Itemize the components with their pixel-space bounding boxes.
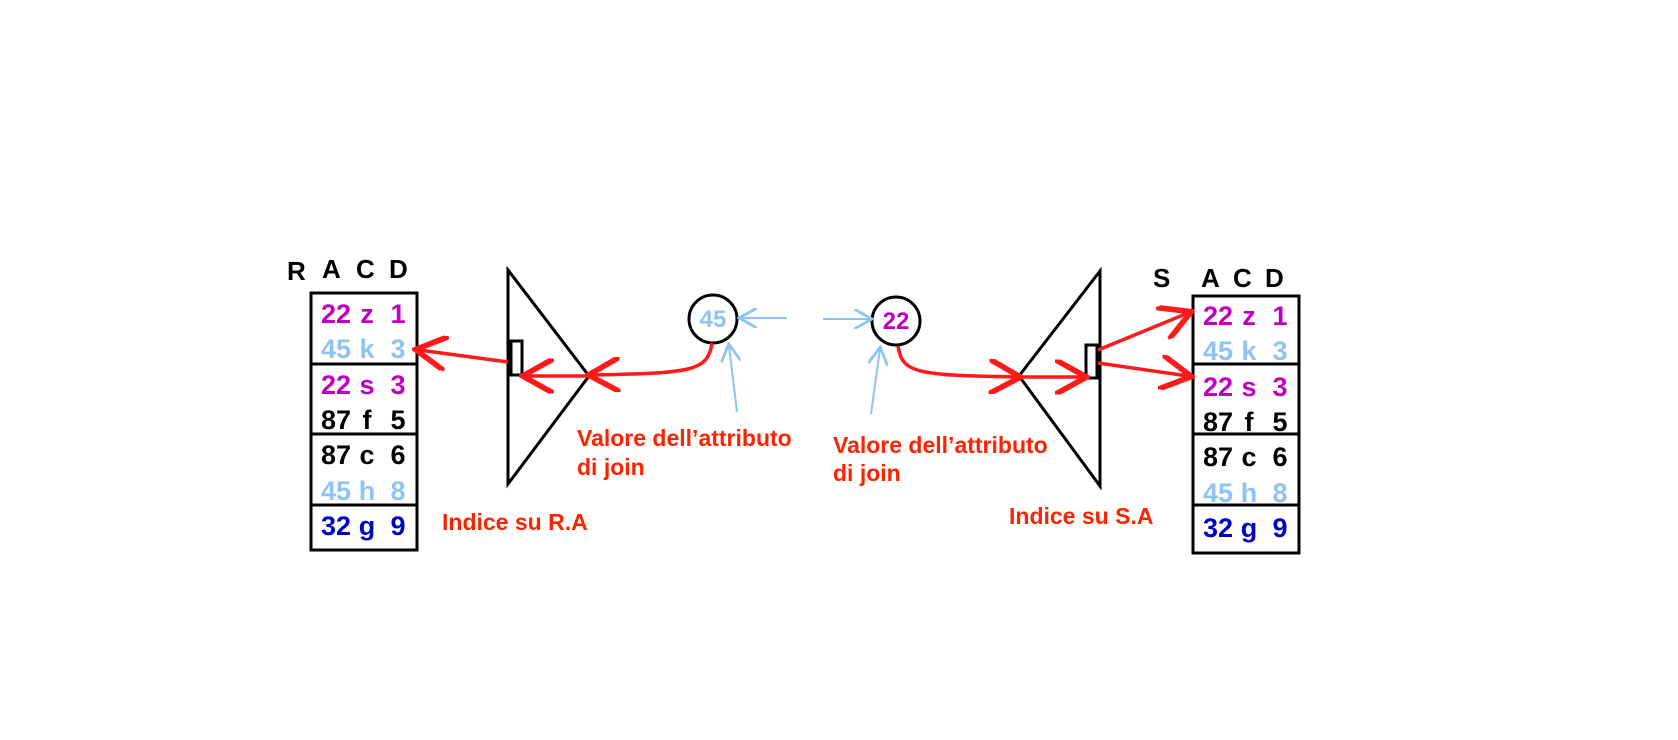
left-column-header: A [322, 254, 341, 284]
left-table-cell: 6 [390, 440, 406, 471]
left-table-cell: c [359, 440, 375, 471]
left-table-cell: 45 [320, 334, 352, 365]
left-table-cell: 87 [320, 440, 352, 471]
right-index-leaf [1084, 343, 1099, 380]
right-column-header: C [1233, 263, 1252, 293]
left-table-cell: s [359, 369, 375, 400]
right-table-cell: z [1242, 301, 1256, 331]
right-table-border [1191, 294, 1301, 555]
right-table-cell: 3 [1272, 371, 1288, 402]
left-table-cell: 22 [320, 299, 352, 329]
right-relation-name: S [1153, 263, 1171, 293]
left-table-cell: f [362, 404, 372, 435]
right-table-cell: 87 [1202, 442, 1234, 473]
left-table-cell: 22 [320, 369, 352, 400]
right-table-cell: 1 [1272, 301, 1288, 331]
right-table-cell: s [1241, 371, 1257, 402]
left-table-cell: k [359, 334, 375, 365]
left-table-cell: 5 [390, 404, 406, 435]
right-caption-line2: di join [833, 460, 901, 486]
left-join-value: 45 [699, 306, 727, 333]
right-column-header: D [1265, 263, 1284, 293]
right-index-triangle [1017, 266, 1102, 491]
left-table-cell: 45 [320, 475, 352, 506]
right-table-cell: h [1240, 477, 1258, 508]
left-tuple-pointer-arrow [419, 350, 509, 362]
right-table-cell: 6 [1272, 442, 1288, 473]
left-caption-blue-arrow [729, 346, 737, 413]
left-index-triangle [506, 265, 591, 489]
right-caption-blue-arrow [871, 349, 880, 415]
left-lookup-arrow [592, 342, 714, 375]
right-lookup-arrow [896, 345, 1017, 377]
left-table-cell: 8 [390, 475, 406, 506]
left-caption-line1: Valore dell’attributo [577, 425, 792, 451]
right-table-cell: 45 [1202, 336, 1234, 367]
left-table-cell: 3 [390, 369, 406, 400]
right-join-value: 22 [882, 308, 910, 335]
right-table-cell: 45 [1202, 477, 1234, 508]
right-table-cell: 87 [1202, 406, 1234, 437]
left-column-header: D [389, 254, 408, 284]
right-caption-line1: Valore dell’attributo [833, 432, 1048, 458]
right-table-frame [1191, 294, 1301, 555]
right-table-cell: 32 [1202, 512, 1234, 543]
right-table-cell: 9 [1272, 512, 1288, 543]
right-table-cell: 5 [1272, 406, 1288, 437]
right-table-cell: k [1241, 336, 1257, 367]
left-relation-name: R [287, 256, 306, 286]
right-table-cell: c [1241, 442, 1257, 473]
left-caption-line2: di join [577, 454, 645, 480]
right-table-cell: 22 [1202, 371, 1234, 402]
right-index-label: Indice su S.A [1009, 503, 1154, 529]
right-table-cell: 8 [1272, 477, 1288, 508]
left-table-border [309, 291, 419, 552]
right-tuple-pointer-arrow-1 [1097, 313, 1188, 352]
right-table-cell: 22 [1202, 301, 1234, 331]
left-table-cell: h [358, 475, 376, 506]
left-table-cell: z [360, 299, 374, 329]
left-table-cell: 87 [320, 404, 352, 435]
left-index-leaf [509, 339, 524, 377]
right-tuple-pointer-arrow-2 [1097, 363, 1188, 376]
right-table-cell: 3 [1272, 336, 1288, 367]
left-column-header: C [356, 254, 375, 284]
left-table-frame [309, 291, 419, 552]
left-table-cell: g [358, 510, 376, 541]
right-table-cell: g [1240, 512, 1258, 543]
left-table-cell: 32 [320, 510, 352, 541]
left-table-cell: 1 [390, 299, 406, 329]
left-table-cell: 3 [390, 334, 406, 365]
right-column-header: A [1201, 263, 1220, 293]
left-table-cell: 9 [390, 510, 406, 541]
right-table-cell: f [1244, 406, 1254, 437]
left-index-label: Indice su R.A [442, 509, 588, 535]
